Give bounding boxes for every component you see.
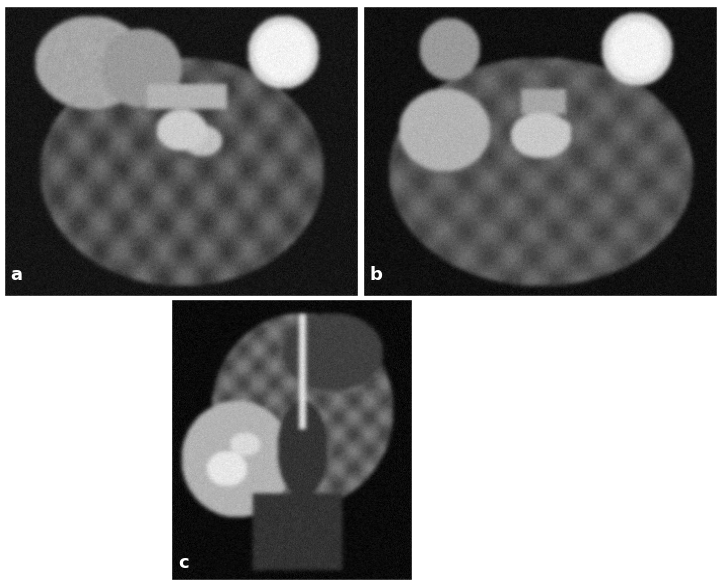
Text: a: a xyxy=(11,266,22,284)
Text: c: c xyxy=(178,554,189,572)
Text: b: b xyxy=(370,266,383,284)
